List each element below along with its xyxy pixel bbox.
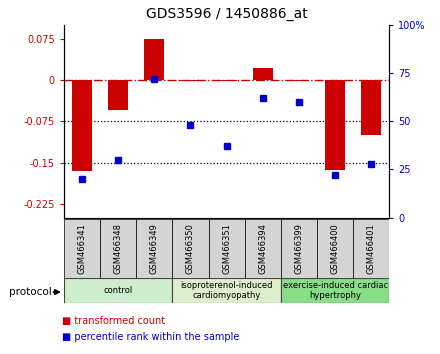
Bar [136,219,172,278]
Bar [108,80,128,110]
Bar [245,219,281,278]
Bar [209,219,245,278]
Text: GSM466399: GSM466399 [294,223,304,274]
Bar [281,278,389,303]
Title: GDS3596 / 1450886_at: GDS3596 / 1450886_at [146,7,308,21]
Text: GSM466400: GSM466400 [330,223,340,274]
Bar [353,219,389,278]
Text: GSM466401: GSM466401 [367,223,376,274]
Text: GSM466394: GSM466394 [258,223,267,274]
Bar [253,68,273,80]
Text: protocol: protocol [9,287,51,297]
Bar [317,219,353,278]
Text: control: control [103,286,133,295]
Bar [72,80,92,171]
Text: GSM466341: GSM466341 [77,223,86,274]
Bar [289,80,309,81]
Bar [180,80,200,81]
Bar [172,278,281,303]
Bar [172,219,209,278]
Bar [64,278,172,303]
Bar [64,219,100,278]
Text: GSM466349: GSM466349 [150,223,159,274]
Text: ■ percentile rank within the sample: ■ percentile rank within the sample [62,332,239,342]
Bar [144,39,164,80]
Bar [216,80,237,81]
Text: exercise-induced cardiac
hypertrophy: exercise-induced cardiac hypertrophy [282,281,388,300]
Bar [281,219,317,278]
Bar [361,80,381,135]
Text: isoproterenol-induced
cardiomyopathy: isoproterenol-induced cardiomyopathy [180,281,273,300]
Text: GSM466350: GSM466350 [186,223,195,274]
Bar [100,219,136,278]
Bar [325,80,345,170]
Text: GSM466348: GSM466348 [114,223,123,274]
Text: ■ transformed count: ■ transformed count [62,316,165,326]
Text: GSM466351: GSM466351 [222,223,231,274]
